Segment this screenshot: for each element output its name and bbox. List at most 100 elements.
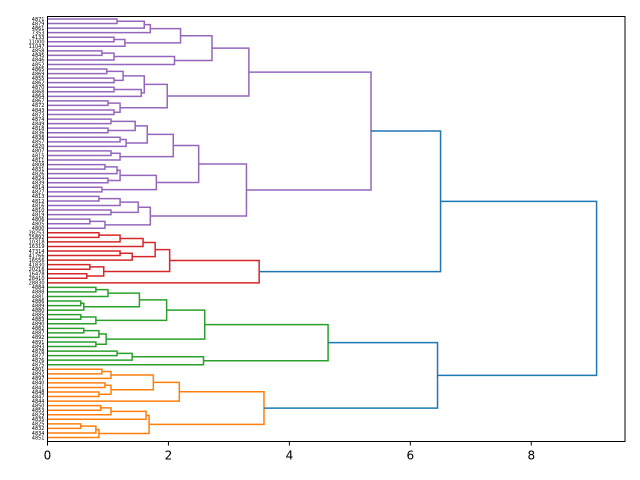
leaf-label: 4801 [32,367,45,373]
dendrogram-link [47,234,121,243]
leaf-label: 4853 [32,408,45,414]
leaf-label: 11000 [29,40,45,46]
leaf-label: 28830 [29,281,45,287]
dendrogram-link [47,352,133,361]
dendrogram-link [47,232,100,239]
dendrogram-link [47,23,152,34]
dendrogram-link [124,27,182,44]
leaf-label: 4897 [32,376,45,382]
leaf-label: 4868 [32,90,45,96]
dendrogram-link [47,50,103,57]
leaf-label: 4858 [32,49,45,55]
leaf-label: 4892 [32,372,45,378]
dendrogram-link [263,341,439,409]
dendrogram-link [47,341,97,348]
dendrogram-link [47,391,100,398]
leaf-label: 28253 [29,231,45,237]
dendrogram-link [47,100,109,107]
x-tick-label: 6 [407,449,415,463]
leaf-label: 4827 [32,190,45,196]
leaf-label: 4819 [32,212,45,218]
dendrogram-link [47,425,97,434]
leaf-label: 4810 [32,208,45,214]
leaf-label: 4847 [32,394,45,400]
leaf-label: 4838 [32,135,45,141]
leaf-label: 4824 [32,176,45,182]
dendrogram-link [47,250,121,257]
leaf-label: 4891 [32,340,45,346]
leaf-label: 4893 [32,344,45,350]
dendrogram-link [126,125,149,144]
leaf-label: 4887 [32,331,45,337]
leaf-label: 4888 [32,290,45,296]
leaf-label: 4820 [32,144,45,150]
dendrogram-link [47,263,91,270]
x-tick-label: 2 [165,449,173,463]
dendrogram-link [107,169,121,182]
leaf-label: 4846 [32,58,45,64]
dendrogram-link [107,120,136,132]
dendrogram-link [47,218,91,225]
leaf-label: 11047 [29,44,45,50]
dendrogram-link [47,166,118,175]
leaf-label: 4840 [32,381,45,387]
leaf-labels: 4871487948617353413311000110474858484548… [29,17,45,441]
leaf-label: 4839 [32,181,45,187]
leaf-label: 7353 [32,30,45,36]
leaf-label: 4881 [32,294,45,300]
leaf-label: 16478 [29,272,45,278]
dendrogram-link [47,329,100,339]
leaf-label: 4832 [32,426,45,432]
dendrogram-link [47,36,115,43]
x-tick-label: 8 [527,449,535,463]
leaf-label: 4880 [32,308,45,314]
dendrogram-link [47,259,260,284]
leaf-label: 4811 [32,158,45,164]
dendrogram-link [47,327,85,334]
dendrogram-link [47,88,142,98]
leaf-label: 15892 [29,235,45,241]
leaf-label: 4852 [32,62,45,68]
leaf-label: 4890 [32,322,45,328]
dendrogram-link [120,133,175,158]
leaf-label: 4800 [32,226,45,232]
dendrogram-link [47,18,118,25]
dendrogram-link [47,152,121,161]
leaf-label: 4836 [32,131,45,137]
leaf-label: 4807 [32,149,45,155]
dendrogram-link [107,102,121,114]
dendrogram-link [149,390,265,426]
dendrogram-link [47,197,121,207]
dendrogram-link [47,77,115,84]
dendrogram-link [47,428,100,439]
dendrogram-link [167,47,250,97]
leaf-label: 4834 [32,431,45,437]
leaf-label: 4877 [32,353,45,359]
leaf-label: 4861 [32,26,45,32]
leaf-label: 4814 [32,185,45,191]
dendrogram-link [47,118,112,125]
dendrogram-link [98,414,150,435]
dendrogram-link [86,266,105,277]
axes-frame [47,16,626,442]
dendrogram-link [47,209,112,216]
x-tick-label: 0 [44,449,52,463]
dendrogram-links [47,18,598,439]
leaf-label: 4871 [32,17,45,23]
leaf-label: 4867 [32,99,45,105]
dendrogram-link [47,407,112,416]
leaf-label: 4848 [32,390,45,396]
leaf-label: 41766 [29,253,45,259]
leaf-label: 4850 [32,403,45,409]
dendrogram-link [104,206,152,226]
dendrogram-link [95,333,107,345]
leaf-label: 4872 [32,103,45,109]
leaf-label: 4835 [32,417,45,423]
x-axis-ticks: 0 2 4 6 8 [44,441,535,463]
leaf-label: 4816 [32,203,45,209]
dendrogram-link [47,381,181,402]
dendrogram-link [259,130,442,273]
leaf-label: 28410 [29,276,45,282]
dendrogram-link [203,323,329,362]
